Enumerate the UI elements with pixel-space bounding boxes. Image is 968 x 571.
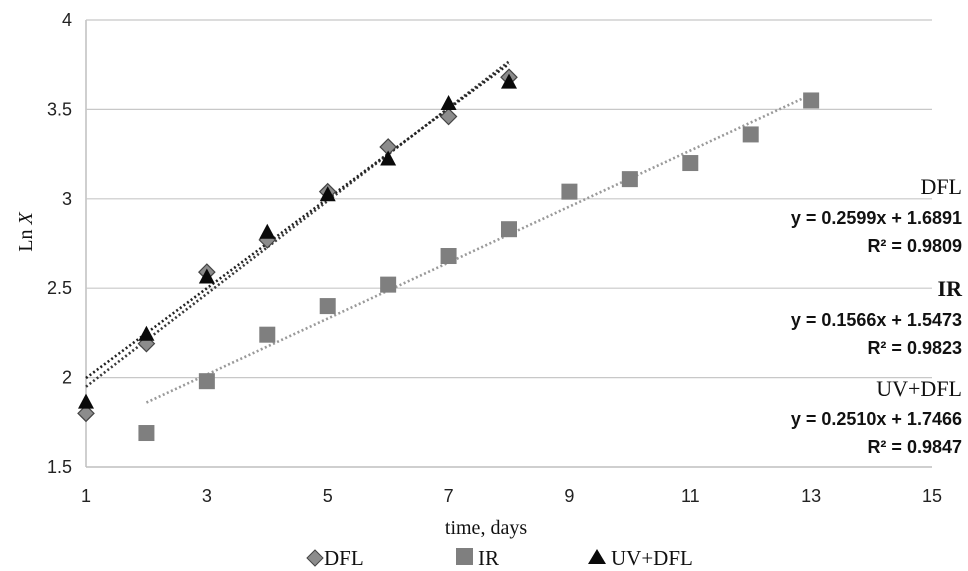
y-tick-label: 2 [62,368,72,388]
point-ir [319,298,336,315]
point-ir [501,221,517,238]
annotation-ir: IR y = 0.1566x + 1.5473 R² = 0.9823 [791,276,963,358]
annotation-uv-dfl: UV+DFL y = 0.2510x + 1.7466 R² = 0.9847 [791,376,962,457]
x-axis-title: time, days [445,517,527,539]
tick-labels: 1.522.533.541 3 5 7 9 11 13 15 [47,10,942,506]
annotation-uv-dfl-equation: y = 0.2510x + 1.7466 [791,409,962,429]
annotation-uv-dfl-r2: R² = 0.9847 [867,437,962,457]
point-ir [440,248,457,265]
point-ir [682,155,699,172]
legend-label-uv-dfl: UV+DFL [611,546,693,570]
point-ir [803,92,820,109]
point-uv-dfl [138,325,155,341]
point-uv-dfl [380,150,397,166]
point-uv-dfl [440,95,457,111]
point-ir [198,373,215,390]
trendline-dfl [85,60,510,388]
annotation-ir-name: IR [938,276,964,301]
annotation-ir-equation: y = 0.1566x + 1.5473 [791,310,962,330]
point-ir [621,171,638,188]
y-tick-label: 1.5 [47,457,72,477]
point-uv-dfl [259,223,276,239]
point-uv-dfl [78,393,94,409]
y-tick-label: 2.5 [47,278,72,298]
x-tick-label: 15 [922,486,942,506]
legend-diamond-icon [306,549,324,567]
annotation-uv-dfl-name: UV+DFL [876,376,962,401]
data-points [77,68,820,442]
x-tick-label: 9 [564,486,574,506]
annotation-dfl-name: DFL [920,174,962,199]
legend-label-dfl: DFL [324,546,364,570]
annotation-dfl: DFL y = 0.2599x + 1.6891 R² = 0.9809 [791,174,962,256]
x-tick-label: 5 [323,486,333,506]
y-axis-title-variable: X [15,212,37,226]
y-axis-title-prefix: Ln [15,230,37,252]
x-tick-label: 13 [801,486,821,506]
annotation-ir-r2: R² = 0.9823 [867,338,962,358]
y-tick-label: 3.5 [47,99,72,119]
point-dfl [77,404,95,423]
point-ir [138,425,155,442]
point-ir [742,126,759,143]
legend-label-ir: IR [478,546,499,570]
annotation-dfl-equation: y = 0.2599x + 1.6891 [791,208,962,228]
point-uv-dfl [501,73,517,89]
trendline-ir [145,93,812,404]
gridlines [86,19,932,379]
point-dfl [439,107,458,126]
y-axis-title: Ln X [15,212,37,252]
y-tick-label: 3 [62,189,72,209]
legend: DFL IR UV+DFL [306,546,693,570]
y-tick-label: 4 [62,10,72,30]
x-tick-label: 3 [202,486,212,506]
point-ir [561,183,578,200]
x-tick-label: 1 [81,486,91,506]
legend-square-icon [456,548,473,565]
point-ir [380,276,397,293]
point-uv-dfl [198,268,215,284]
x-tick-label: 7 [444,486,454,506]
annotation-dfl-r2: R² = 0.9809 [867,236,962,256]
legend-triangle-icon [588,549,606,564]
trendlines [85,60,812,404]
point-ir [259,326,276,343]
x-tick-label: 11 [681,486,700,506]
point-uv-dfl [319,186,336,202]
